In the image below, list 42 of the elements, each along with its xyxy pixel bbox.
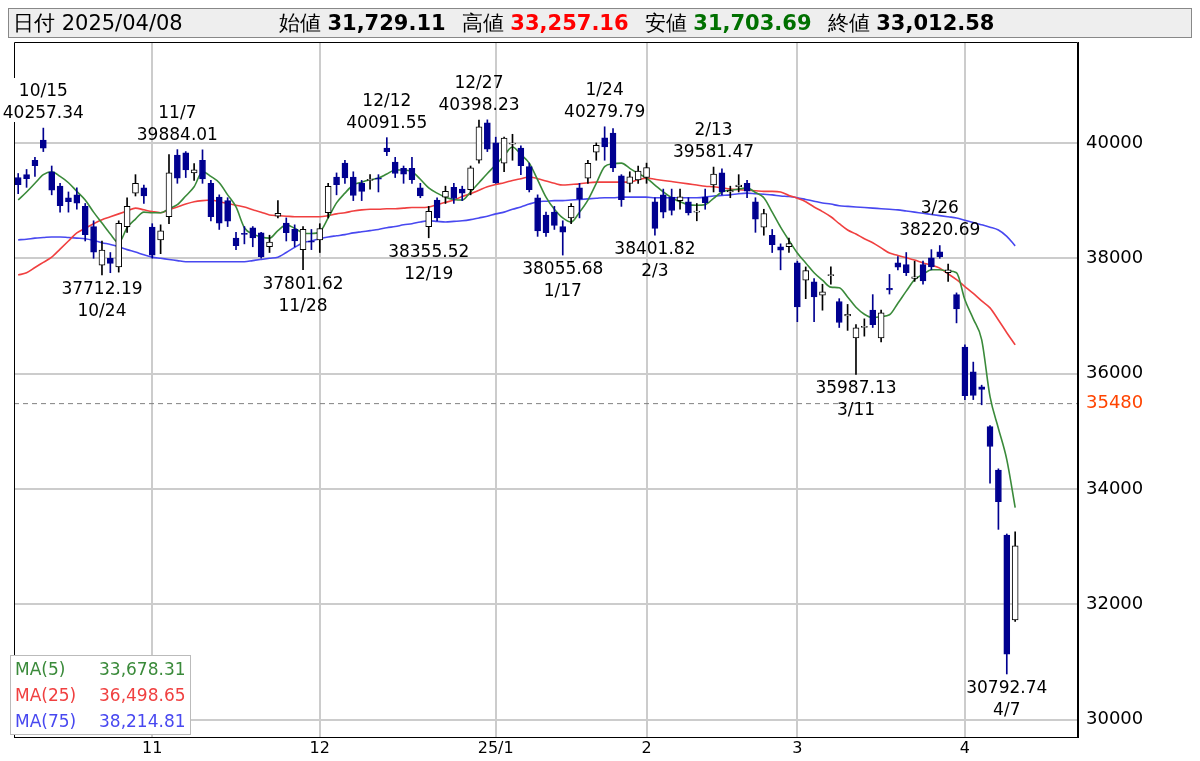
candlestick	[559, 220, 567, 256]
annotation: 3/26 38220.69	[899, 197, 981, 240]
candlestick	[274, 200, 282, 219]
x-tick-label: 11	[142, 737, 163, 757]
text: MA(5) 33,678.31	[15, 659, 186, 679]
text: 安値 31,703.69	[644, 10, 812, 37]
annotation: 35987.13 3/11	[815, 377, 897, 420]
annotation: 37801.62 11/28	[262, 272, 344, 315]
y-tick-label: 35480	[1086, 391, 1144, 413]
candlestick	[726, 185, 734, 199]
text: MA(25) 36,498.65	[15, 685, 186, 705]
annotation: 1/24 40279.79	[564, 78, 646, 121]
annotation: 12/27 40398.23	[438, 71, 520, 114]
annotation: 37712.19 10/24	[61, 277, 143, 320]
y-tick-label: 36000	[1086, 361, 1144, 383]
text: 始値 31,729.11	[278, 10, 446, 37]
y-tick-label: 38000	[1086, 245, 1144, 267]
y-tick-label: 32000	[1086, 592, 1144, 614]
y-tick-label: 30000	[1086, 707, 1144, 729]
y-tick-label: 34000	[1086, 476, 1144, 498]
annotation: 38055.68 1/17	[522, 258, 604, 300]
annotation: 38355.52 12/19	[388, 240, 470, 283]
annotation: 10/15 40257.34	[2, 80, 84, 123]
y-tick-label: 40000	[1086, 130, 1144, 152]
text: 高値 33,257.16	[461, 10, 629, 37]
candlestick	[693, 203, 701, 222]
line-series	[17, 146, 1016, 509]
x-tick-label: 4	[959, 737, 970, 757]
annotation: 12/12 40091.55	[346, 89, 428, 132]
annotation: 30792.74 4/7	[966, 676, 1048, 719]
x-tick-label: 2	[641, 737, 652, 757]
x-tick-label: 3	[792, 737, 803, 757]
text: 終値 33,012.58	[827, 10, 995, 37]
candlestick	[383, 137, 391, 156]
text: MA(75) 38,214.81	[15, 711, 186, 731]
annotation: 2/13 39581.47	[673, 118, 755, 161]
x-tick-label: 12	[309, 737, 330, 757]
annotation: 11/7 39884.01	[136, 101, 218, 144]
candlestick	[676, 188, 684, 210]
chart-title: 日付 2025/04/08	[13, 10, 183, 37]
annotation: 38401.82 2/3	[614, 238, 696, 281]
x-tick-label: 25/1	[477, 737, 514, 757]
